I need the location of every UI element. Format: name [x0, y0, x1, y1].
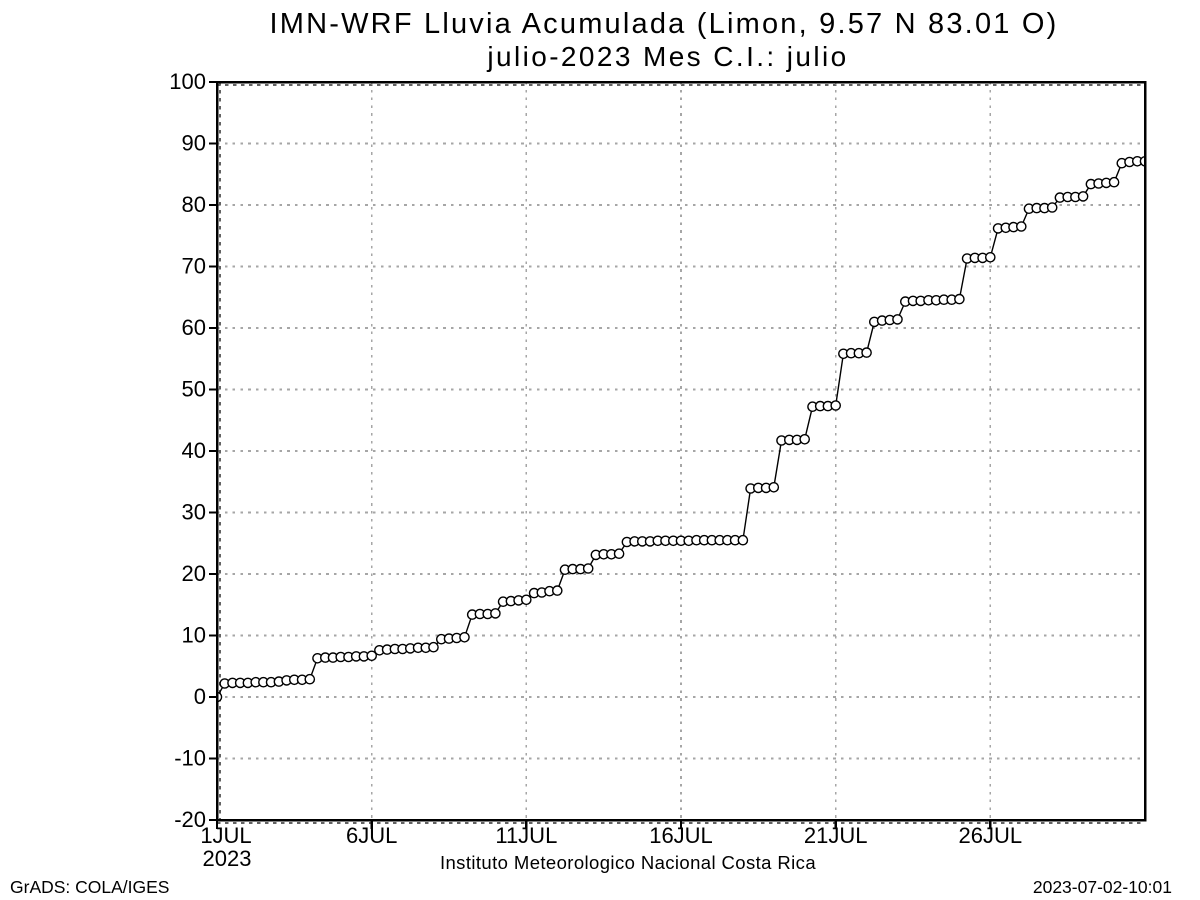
- y-tick-label: 10: [182, 623, 206, 648]
- y-tick-label: 0: [194, 684, 206, 709]
- data-point: [1108, 176, 1120, 188]
- x-tick-label: 1JUL: [200, 823, 251, 848]
- y-tick-label: 30: [182, 500, 206, 525]
- data-point: [799, 433, 811, 445]
- x-tick-label: 21JUL: [804, 823, 868, 848]
- y-tick-label: 60: [182, 315, 206, 340]
- y-tick-label: 100: [169, 69, 206, 94]
- x-tick-label: 26JUL: [959, 823, 1023, 848]
- y-tick-label: -20: [174, 807, 206, 832]
- data-point: [1016, 221, 1027, 232]
- data-point: [892, 314, 903, 325]
- data-point: [768, 481, 780, 493]
- y-tick-label: 50: [182, 377, 206, 402]
- data-line: [217, 160, 1145, 698]
- data-point: [521, 594, 532, 606]
- x-tick-label: 16JUL: [649, 823, 713, 848]
- data-point: [613, 548, 625, 560]
- data-point: [861, 347, 872, 358]
- x-tick-label: 6JUL: [346, 823, 397, 848]
- data-point: [1046, 202, 1058, 213]
- frame-layer: [209, 80, 1147, 829]
- y-tick-label: 20: [182, 561, 206, 586]
- chart-title: IMN-WRF Lluvia Acumulada (Limon, 9.57 N …: [270, 8, 1059, 40]
- data-point: [490, 608, 501, 619]
- y-tick-label: 80: [182, 192, 206, 217]
- data-point: [552, 585, 563, 596]
- y-tick-label: 40: [182, 438, 206, 463]
- data-point: [582, 563, 594, 574]
- data-point: [428, 641, 439, 653]
- data-point: [459, 632, 470, 643]
- data-layer: [217, 155, 1145, 703]
- data-point: [1077, 191, 1089, 202]
- data-point: [830, 400, 842, 411]
- data-point: [985, 251, 996, 263]
- data-point: [304, 673, 316, 685]
- y-tick-label: -10: [174, 746, 206, 771]
- timestamp: 2023-07-02-10:01: [1033, 877, 1172, 897]
- y-tick-label: 70: [182, 254, 206, 279]
- data-point: [737, 534, 749, 546]
- y-tick-label: 90: [182, 131, 206, 156]
- chart-subtitle: julio-2023 Mes C.I.: julio: [486, 41, 848, 72]
- x-tick-label: 11JUL: [495, 823, 557, 848]
- x-tick-sublabel: 2023: [203, 846, 252, 871]
- bottom-caption: Instituto Meteorologico Nacional Costa R…: [440, 852, 816, 873]
- data-point: [366, 650, 378, 662]
- grid-layer: [217, 82, 1145, 824]
- data-point: [954, 293, 965, 305]
- grads-credit: GrADS: COLA/IGES: [10, 877, 169, 897]
